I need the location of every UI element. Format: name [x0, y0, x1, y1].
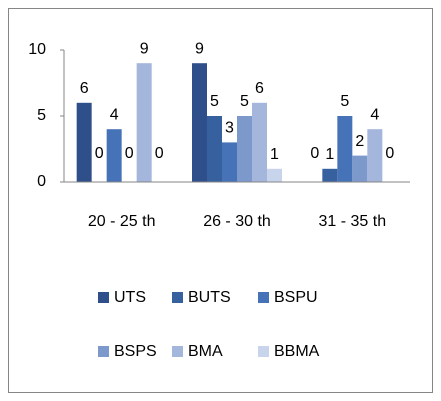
bar: [222, 142, 237, 182]
bar: [267, 168, 282, 182]
data-label: 0: [385, 145, 394, 162]
data-label: 6: [80, 80, 89, 97]
bar: [136, 63, 152, 183]
bar: [337, 116, 353, 182]
x-tick-label: 20 - 25 th: [88, 213, 156, 230]
legend-label: BUTS: [188, 289, 231, 306]
bar: [252, 102, 267, 182]
data-label: 6: [255, 80, 264, 97]
x-tick-label: 26 - 30 th: [203, 213, 271, 230]
legend-swatch: [172, 346, 183, 357]
bar: [106, 129, 122, 182]
legend-label: BSPU: [274, 289, 318, 306]
data-label: 5: [240, 93, 249, 110]
data-label: 0: [125, 145, 134, 162]
bar: [207, 116, 222, 182]
y-tick-label: 10: [28, 41, 46, 58]
x-tick-label: 31 - 35 th: [319, 213, 387, 230]
y-tick-label: 0: [37, 173, 46, 190]
legend-swatch: [258, 346, 269, 357]
data-label: 3: [225, 120, 234, 137]
bar: [352, 155, 368, 182]
data-label: 4: [110, 106, 119, 123]
legend-label: UTS: [114, 289, 146, 306]
legend-label: BBMA: [274, 343, 320, 360]
legend-swatch: [258, 292, 269, 303]
bar: [322, 168, 338, 182]
data-label: 1: [325, 146, 334, 163]
legend-swatch: [172, 292, 183, 303]
legend-label: BMA: [188, 343, 223, 360]
legend-swatch: [98, 292, 109, 303]
bar: [76, 102, 92, 182]
data-label: 9: [195, 40, 204, 57]
data-label: 9: [140, 40, 149, 57]
data-label: 0: [95, 145, 104, 162]
y-tick-label: 5: [37, 107, 46, 124]
bar: [192, 63, 207, 183]
legend-label: BSPS: [114, 343, 157, 360]
bar: [367, 129, 383, 182]
data-label: 0: [310, 145, 319, 162]
legend-swatch: [98, 346, 109, 357]
data-label: 5: [340, 93, 349, 110]
chart-border: [8, 8, 433, 393]
data-label: 2: [355, 133, 364, 150]
data-label: 1: [270, 146, 279, 163]
data-label: 4: [370, 106, 379, 123]
bar: [237, 116, 252, 182]
data-label: 0: [155, 145, 164, 162]
data-label: 5: [210, 93, 219, 110]
